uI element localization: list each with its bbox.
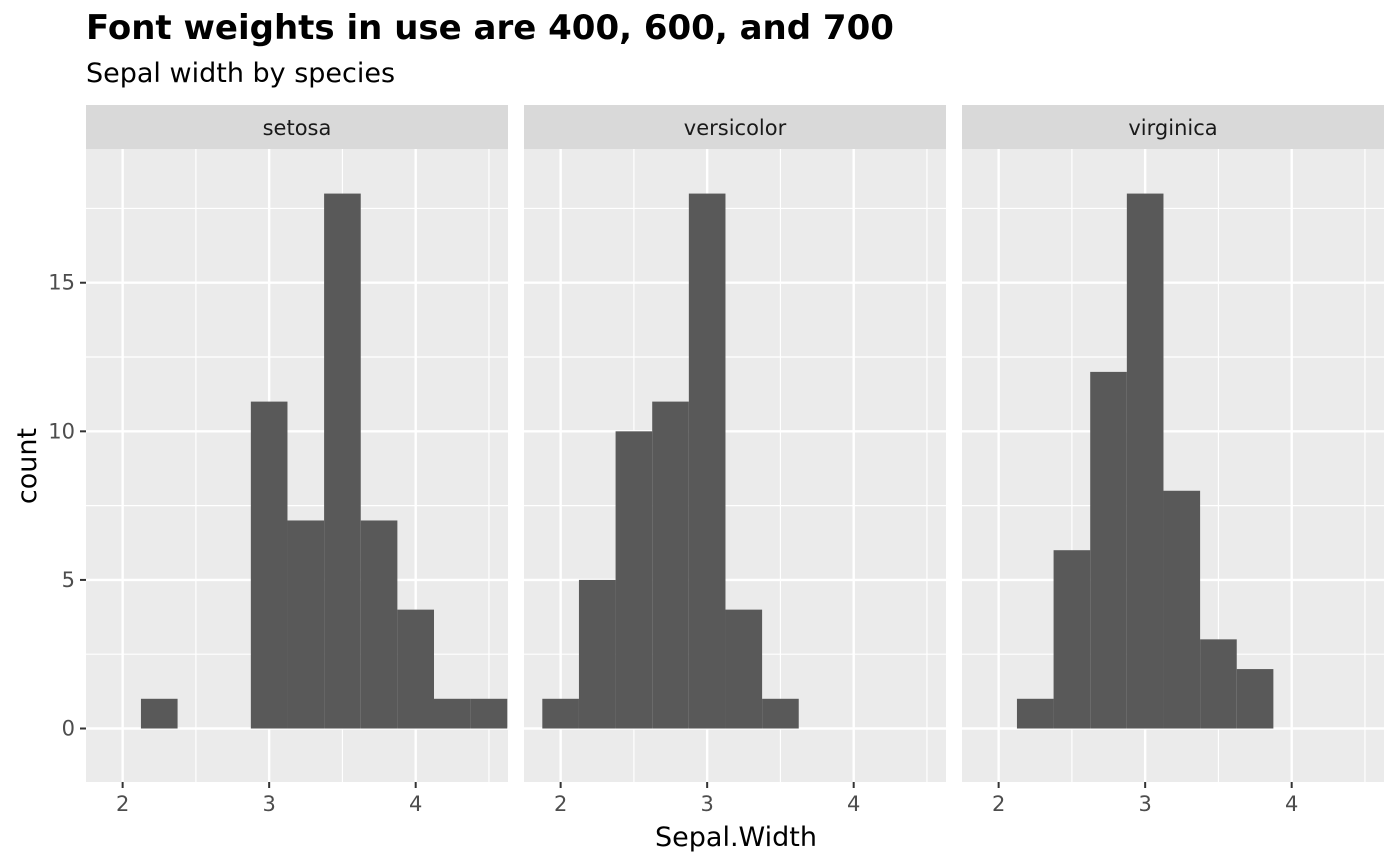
histogram-bar — [287, 520, 325, 729]
y-tick-label: 5 — [62, 568, 75, 592]
x-tick-label: 2 — [992, 792, 1005, 816]
y-tick-label: 0 — [62, 717, 75, 741]
histogram-bar — [360, 520, 398, 729]
histogram-bar — [1090, 371, 1127, 729]
facet-panels: setosa versicolor virginica — [86, 105, 1384, 782]
y-tick-label: 10 — [48, 419, 75, 443]
facet-panel-virginica: virginica — [962, 105, 1384, 782]
chart-title: Font weights in use are 400, 600, and 70… — [86, 8, 894, 48]
x-tick-label: 2 — [554, 792, 567, 816]
histogram-bar — [1053, 550, 1091, 729]
facet-panel-setosa: setosa — [86, 105, 508, 782]
facet-strip — [524, 105, 946, 149]
histogram-bar — [578, 579, 616, 729]
histogram-bar — [762, 698, 799, 729]
x-axis-label: Sepal.Width — [655, 822, 817, 853]
histogram-bar — [434, 698, 471, 729]
y-axis-label: count — [12, 428, 43, 504]
x-tick-label: 4 — [409, 792, 422, 816]
axes: 2 3 4 2 3 4 2 3 4 0 5 10 15 — [48, 271, 1298, 816]
x-tick-label: 3 — [1138, 792, 1151, 816]
x-tick-label: 2 — [116, 792, 129, 816]
x-tick-label: 4 — [1285, 792, 1298, 816]
histogram-bar — [688, 193, 726, 729]
histogram-bar — [397, 609, 435, 729]
chart-subtitle: Sepal width by species — [86, 58, 396, 89]
histogram-bar — [1016, 698, 1054, 729]
x-tick-label: 3 — [700, 792, 713, 816]
histogram-bar — [1163, 490, 1201, 729]
histogram-bar — [1236, 669, 1274, 729]
facet-label: setosa — [263, 116, 332, 140]
facet-strip — [962, 105, 1384, 149]
x-tick-label: 3 — [262, 792, 275, 816]
facet-strip — [86, 105, 508, 149]
histogram-bar — [1126, 193, 1164, 729]
histogram-bar — [470, 698, 508, 729]
facet-panel-versicolor: versicolor — [524, 105, 946, 782]
histogram-bar — [725, 609, 763, 729]
histogram-bar — [324, 193, 361, 729]
histogram-bar — [542, 698, 579, 729]
histogram-bar — [1200, 639, 1237, 729]
histogram-bar — [652, 401, 689, 729]
histogram-bar — [250, 401, 288, 729]
y-tick-label: 15 — [48, 271, 75, 295]
facet-label: virginica — [1128, 116, 1217, 140]
facet-label: versicolor — [684, 116, 787, 140]
histogram-bar — [615, 431, 653, 729]
x-tick-label: 4 — [847, 792, 860, 816]
histogram-bar — [140, 698, 178, 729]
